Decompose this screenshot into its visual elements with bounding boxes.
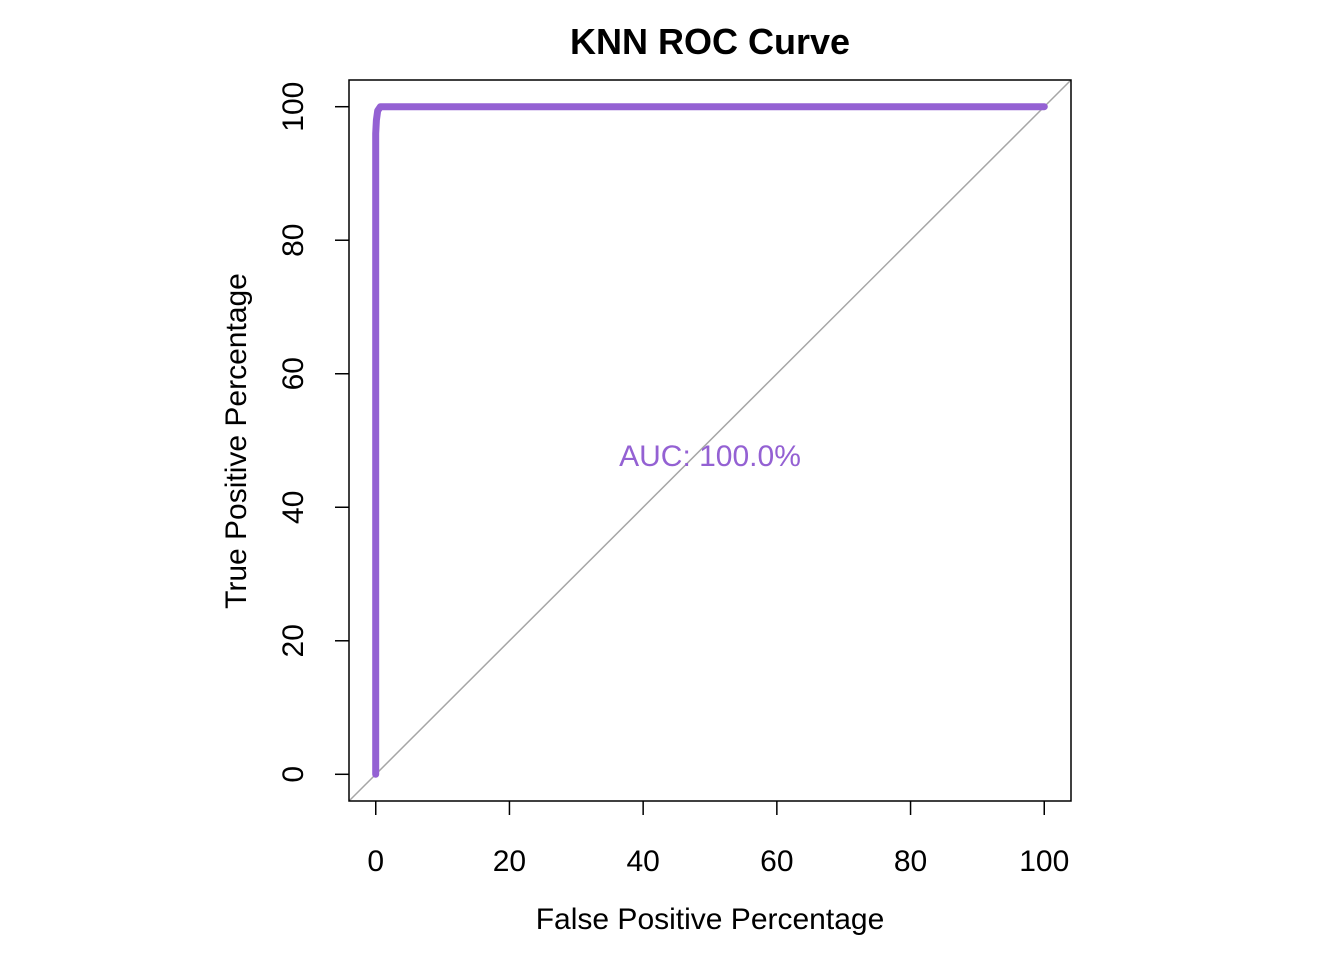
chart-title: KNN ROC Curve: [570, 21, 850, 62]
y-tick-label: 0: [277, 766, 310, 783]
roc-curve-line: [372, 103, 1048, 778]
x-tick-label: 80: [894, 845, 927, 878]
y-tick-label: 60: [277, 357, 310, 390]
x-tick-label: 60: [760, 845, 793, 878]
y-tick-label: 100: [277, 82, 310, 132]
y-tick-label: 80: [277, 224, 310, 257]
x-axis-label: False Positive Percentage: [536, 903, 885, 936]
x-tick-label: 40: [626, 845, 659, 878]
y-tick-label: 20: [277, 624, 310, 657]
auc-annotation: AUC: 100.0%: [619, 440, 801, 473]
x-tick-label: 20: [493, 845, 526, 878]
plot-area: 0 20 40 60 80 100 0 20 40 60 80 100 AUC: 100.0%: [277, 79, 1072, 878]
x-tick-label: 100: [1019, 845, 1069, 878]
y-axis-label: True Positive Percentage: [220, 273, 253, 609]
reference-diagonal-line: [348, 79, 1072, 802]
x-tick-label: 0: [367, 845, 384, 878]
plot-frame: [348, 79, 1072, 802]
y-tick-label: 40: [277, 491, 310, 524]
